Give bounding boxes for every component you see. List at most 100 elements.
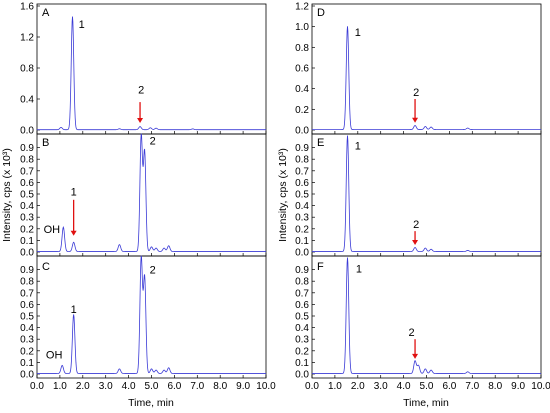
panel-f-arrow-head (412, 353, 419, 359)
panel-f-arrows (412, 339, 419, 359)
panel-f-x-tick-label: 1.0 (328, 381, 342, 392)
panel-b-y-tick-label: 0.6 (20, 178, 34, 189)
panel-f-y-tick-label: 0.1 (295, 358, 309, 369)
panel-f-y-tick-label: 0.7 (295, 288, 309, 299)
panel-b-x-ticks (36, 253, 267, 256)
panel-f-trace (312, 257, 541, 374)
panel-a-peak-label: 2 (138, 85, 144, 97)
panel-a-y-tick-label: 1.6 (20, 2, 34, 13)
panel-c-x-tick-label: 8.0 (213, 381, 227, 392)
panel-f-y-ticks: 0.00.10.20.30.40.50.60.70.80.9 (295, 265, 315, 381)
panel-b: B 0.00.10.20.30.40.50.60.70.80.9 2 1 OH (20, 133, 267, 259)
panel-e-arrow-head (412, 240, 419, 246)
panel-b-arrows (70, 199, 77, 236)
panel-e-y-tick-label: 0.9 (295, 143, 309, 154)
panel-c-y-tick-label: 0.4 (20, 323, 34, 334)
panel-c-y-tick-label: 0.3 (20, 335, 34, 346)
x-axis-label-left: Time, min (128, 397, 174, 409)
panel-d-y-ticks: 0.0 0.2 0.4 0.6 0.8 1.0 1.2 (295, 2, 315, 137)
panel-f: F 0.00.10.20.30.40.50.60.70.80.9 0.0 1.0 2… (295, 255, 550, 392)
panel-e-y-tick-label: 0.8 (295, 155, 309, 166)
panel-c-x-tick-label: 3.0 (99, 381, 113, 392)
panel-c-y-tick-label: 0.0 (20, 370, 34, 381)
panel-f-y-tick-label: 0.5 (295, 312, 309, 323)
panel-d-y-tick-label: 0.6 (295, 64, 309, 75)
panel-e-y-tick-label: 0.6 (295, 178, 309, 189)
y-axis-label-right: Intensity, cps (x 10³) (277, 148, 289, 242)
panel-c-annotations: 1 2 OH (46, 265, 156, 362)
panel-b-trace (37, 133, 266, 252)
panel-e: E 0.00.10.20.30.40.50.60.70.80.9 12 (295, 133, 542, 259)
panel-f-y-tick-label: 0.2 (295, 346, 309, 357)
panel-c-trace (37, 255, 266, 374)
panel-d-y-tick-label: 0.4 (295, 84, 309, 95)
panel-b-letter: B (42, 137, 49, 149)
panel-c-y-tick-label: 0.2 (20, 346, 34, 357)
panel-f-peak-label: 2 (409, 327, 415, 339)
panel-a-trace (37, 16, 266, 131)
panel-d-arrows (412, 99, 419, 123)
panel-f-y-tick-label: 0.0 (295, 370, 309, 381)
panel-e-y-tick-label: 0.2 (295, 224, 309, 235)
panel-e-y-tick-label: 0.5 (295, 190, 309, 201)
panel-a: A 0.00.40.81.21.6 12 (20, 2, 267, 137)
panel-a-arrow-head (137, 118, 144, 124)
panel-f-peak-label: 1 (356, 263, 362, 275)
panel-c-x-tick-label: 7.0 (190, 381, 204, 392)
panel-d-peak-label: 2 (413, 87, 419, 99)
panel-c-x-tick-label: 0.0 (30, 381, 44, 392)
panel-c-y-tick-label: 0.6 (20, 300, 34, 311)
panel-c-y-ticks: 0.00.10.20.30.40.50.60.70.80.9 (20, 265, 40, 381)
panel-a-peak-label: 1 (79, 19, 85, 31)
panel-d-letter: D (317, 7, 325, 19)
panel-f-y-tick-label: 0.8 (295, 277, 309, 288)
panel-b-y-tick-label: 0.7 (20, 166, 34, 177)
panel-e-annotations: 12 (355, 140, 420, 231)
panel-f-x-tick-label: 2.0 (351, 381, 365, 392)
panel-f-x-tick-label: 10.0 (531, 381, 550, 392)
panel-b-y-tick-label: 0.4 (20, 201, 34, 212)
panel-b-y-tick-label: 0.8 (20, 155, 34, 166)
panel-b-y-ticks: 0.00.10.20.30.40.50.60.70.80.9 (20, 143, 40, 259)
panel-c-x-tick-label: 2.0 (76, 381, 90, 392)
panel-b-y-tick-label: 0.2 (20, 224, 34, 235)
panel-f-x-tick-label: 5.0 (420, 381, 434, 392)
panel-c-peak-label: 1 (71, 304, 77, 316)
panel-a-y-tick-label: 0.4 (20, 95, 34, 106)
panel-c-y-tick-label: 0.7 (20, 288, 34, 299)
panel-f-annotations: 12 (356, 263, 415, 339)
panel-d-y-tick-label: 0.0 (295, 126, 309, 137)
panel-a-annotations: 12 (79, 19, 145, 97)
panel-e-trace (312, 135, 541, 252)
panel-c-x-tick-label: 1.0 (53, 381, 67, 392)
panel-d-y-tick-label: 0.2 (295, 105, 309, 116)
panel-d: D 0.00.20.40.60.81.01.2 12 (295, 2, 542, 137)
panel-d-y-tick-label: 0.8 (295, 43, 309, 54)
panel-e-y-tick-label: 0.7 (295, 166, 309, 177)
panel-a-x-ticks (36, 131, 267, 134)
panel-a-y-tick-label: 0.8 (20, 64, 34, 75)
panel-a-arrows (137, 102, 144, 124)
panel-f-letter: F (317, 261, 324, 273)
panel-a-y-tick-label: 0.0 (20, 126, 34, 137)
panel-b-y-tick-label: 0.0 (20, 248, 34, 259)
panel-e-y-tick-label: 0.0 (295, 248, 309, 259)
panel-d-trace (312, 26, 541, 130)
panel-b-peak-label: 2 (150, 136, 156, 148)
panel-e-peak-label: 1 (355, 140, 361, 152)
panel-b-y-tick-label: 0.9 (20, 143, 34, 154)
panel-d-x-ticks (311, 131, 542, 134)
panel-f-x-tick-label: 7.0 (465, 381, 479, 392)
panel-f-x-tick-label: 4.0 (397, 381, 411, 392)
panel-a-letter: A (42, 7, 50, 19)
panel-c-x-tick-label: 10.0 (256, 381, 276, 392)
panel-d-peak-label: 1 (355, 27, 361, 39)
panel-c-y-tick-label: 0.1 (20, 358, 34, 369)
panel-c-peak-label: 2 (150, 265, 156, 277)
panel-e-letter: E (317, 137, 324, 149)
panel-f-x-ticks: 0.0 1.0 2.0 3.0 4.0 5.0 6.0 7.0 8.0 9.0 10.0 (305, 375, 550, 392)
y-axis-label-left: Intensity, cps (x 10³) (1, 148, 13, 242)
panel-e-y-tick-label: 0.3 (295, 213, 309, 224)
panel-e-y-ticks: 0.00.10.20.30.40.50.60.70.80.9 (295, 143, 315, 259)
x-axis-label-right: Time, min (403, 397, 449, 409)
